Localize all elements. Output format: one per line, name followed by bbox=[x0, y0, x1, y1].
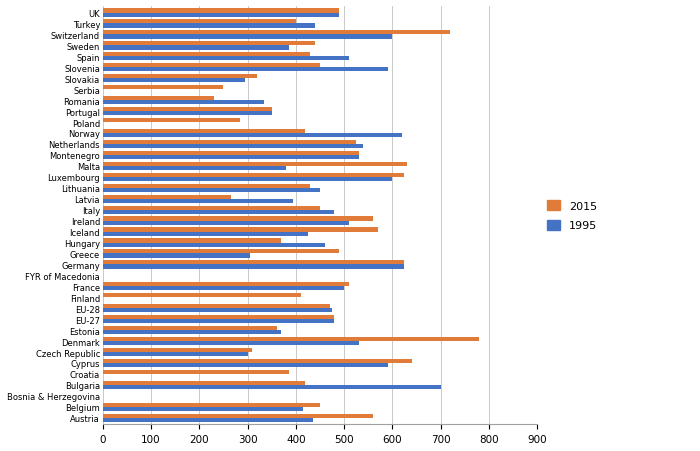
Bar bbox=[103, 101, 265, 105]
Bar bbox=[103, 326, 276, 331]
Bar bbox=[103, 228, 378, 232]
Bar bbox=[103, 243, 325, 247]
Bar bbox=[103, 162, 407, 166]
Bar bbox=[103, 337, 480, 341]
Bar bbox=[103, 250, 339, 254]
Bar bbox=[103, 133, 402, 138]
Bar bbox=[103, 210, 335, 214]
Bar bbox=[103, 24, 315, 28]
Bar bbox=[103, 254, 250, 258]
Bar bbox=[103, 199, 293, 203]
Bar bbox=[103, 112, 272, 116]
Bar bbox=[103, 403, 320, 407]
Bar bbox=[103, 108, 272, 112]
Bar bbox=[103, 145, 363, 149]
Bar bbox=[103, 232, 308, 236]
Bar bbox=[103, 14, 339, 18]
Bar bbox=[103, 352, 248, 356]
Bar bbox=[103, 239, 281, 243]
Bar bbox=[103, 418, 313, 422]
Bar bbox=[103, 53, 310, 57]
Bar bbox=[103, 57, 349, 61]
Bar bbox=[103, 46, 288, 51]
Bar bbox=[103, 308, 332, 313]
Bar bbox=[103, 282, 349, 287]
Bar bbox=[103, 221, 349, 226]
Bar bbox=[103, 152, 358, 156]
Bar bbox=[103, 97, 214, 101]
Bar bbox=[103, 315, 335, 319]
Bar bbox=[103, 184, 310, 189]
Bar bbox=[103, 9, 339, 14]
Bar bbox=[103, 195, 231, 199]
Bar bbox=[103, 331, 281, 335]
Bar bbox=[103, 381, 305, 385]
Bar bbox=[103, 156, 358, 160]
Bar bbox=[103, 86, 223, 90]
Bar bbox=[103, 304, 330, 308]
Bar bbox=[103, 166, 286, 170]
Bar bbox=[103, 75, 257, 79]
Bar bbox=[103, 173, 405, 177]
Bar bbox=[103, 319, 335, 324]
Bar bbox=[103, 370, 288, 374]
Bar bbox=[103, 140, 356, 145]
Bar bbox=[103, 294, 301, 298]
Bar bbox=[103, 217, 373, 221]
Bar bbox=[103, 177, 393, 182]
Bar bbox=[103, 287, 344, 291]
Bar bbox=[103, 206, 320, 210]
Legend: 2015, 1995: 2015, 1995 bbox=[547, 201, 598, 231]
Bar bbox=[103, 129, 305, 133]
Bar bbox=[103, 31, 450, 35]
Bar bbox=[103, 261, 405, 265]
Bar bbox=[103, 79, 245, 83]
Bar bbox=[103, 341, 358, 345]
Bar bbox=[103, 68, 388, 72]
Bar bbox=[103, 414, 373, 418]
Bar bbox=[103, 42, 315, 46]
Bar bbox=[103, 385, 440, 389]
Bar bbox=[103, 265, 405, 269]
Bar bbox=[103, 359, 412, 363]
Bar bbox=[103, 407, 303, 411]
Bar bbox=[103, 64, 320, 68]
Bar bbox=[103, 189, 320, 193]
Bar bbox=[103, 20, 296, 24]
Bar bbox=[103, 348, 253, 352]
Bar bbox=[103, 119, 240, 123]
Bar bbox=[103, 363, 388, 368]
Bar bbox=[103, 35, 393, 40]
